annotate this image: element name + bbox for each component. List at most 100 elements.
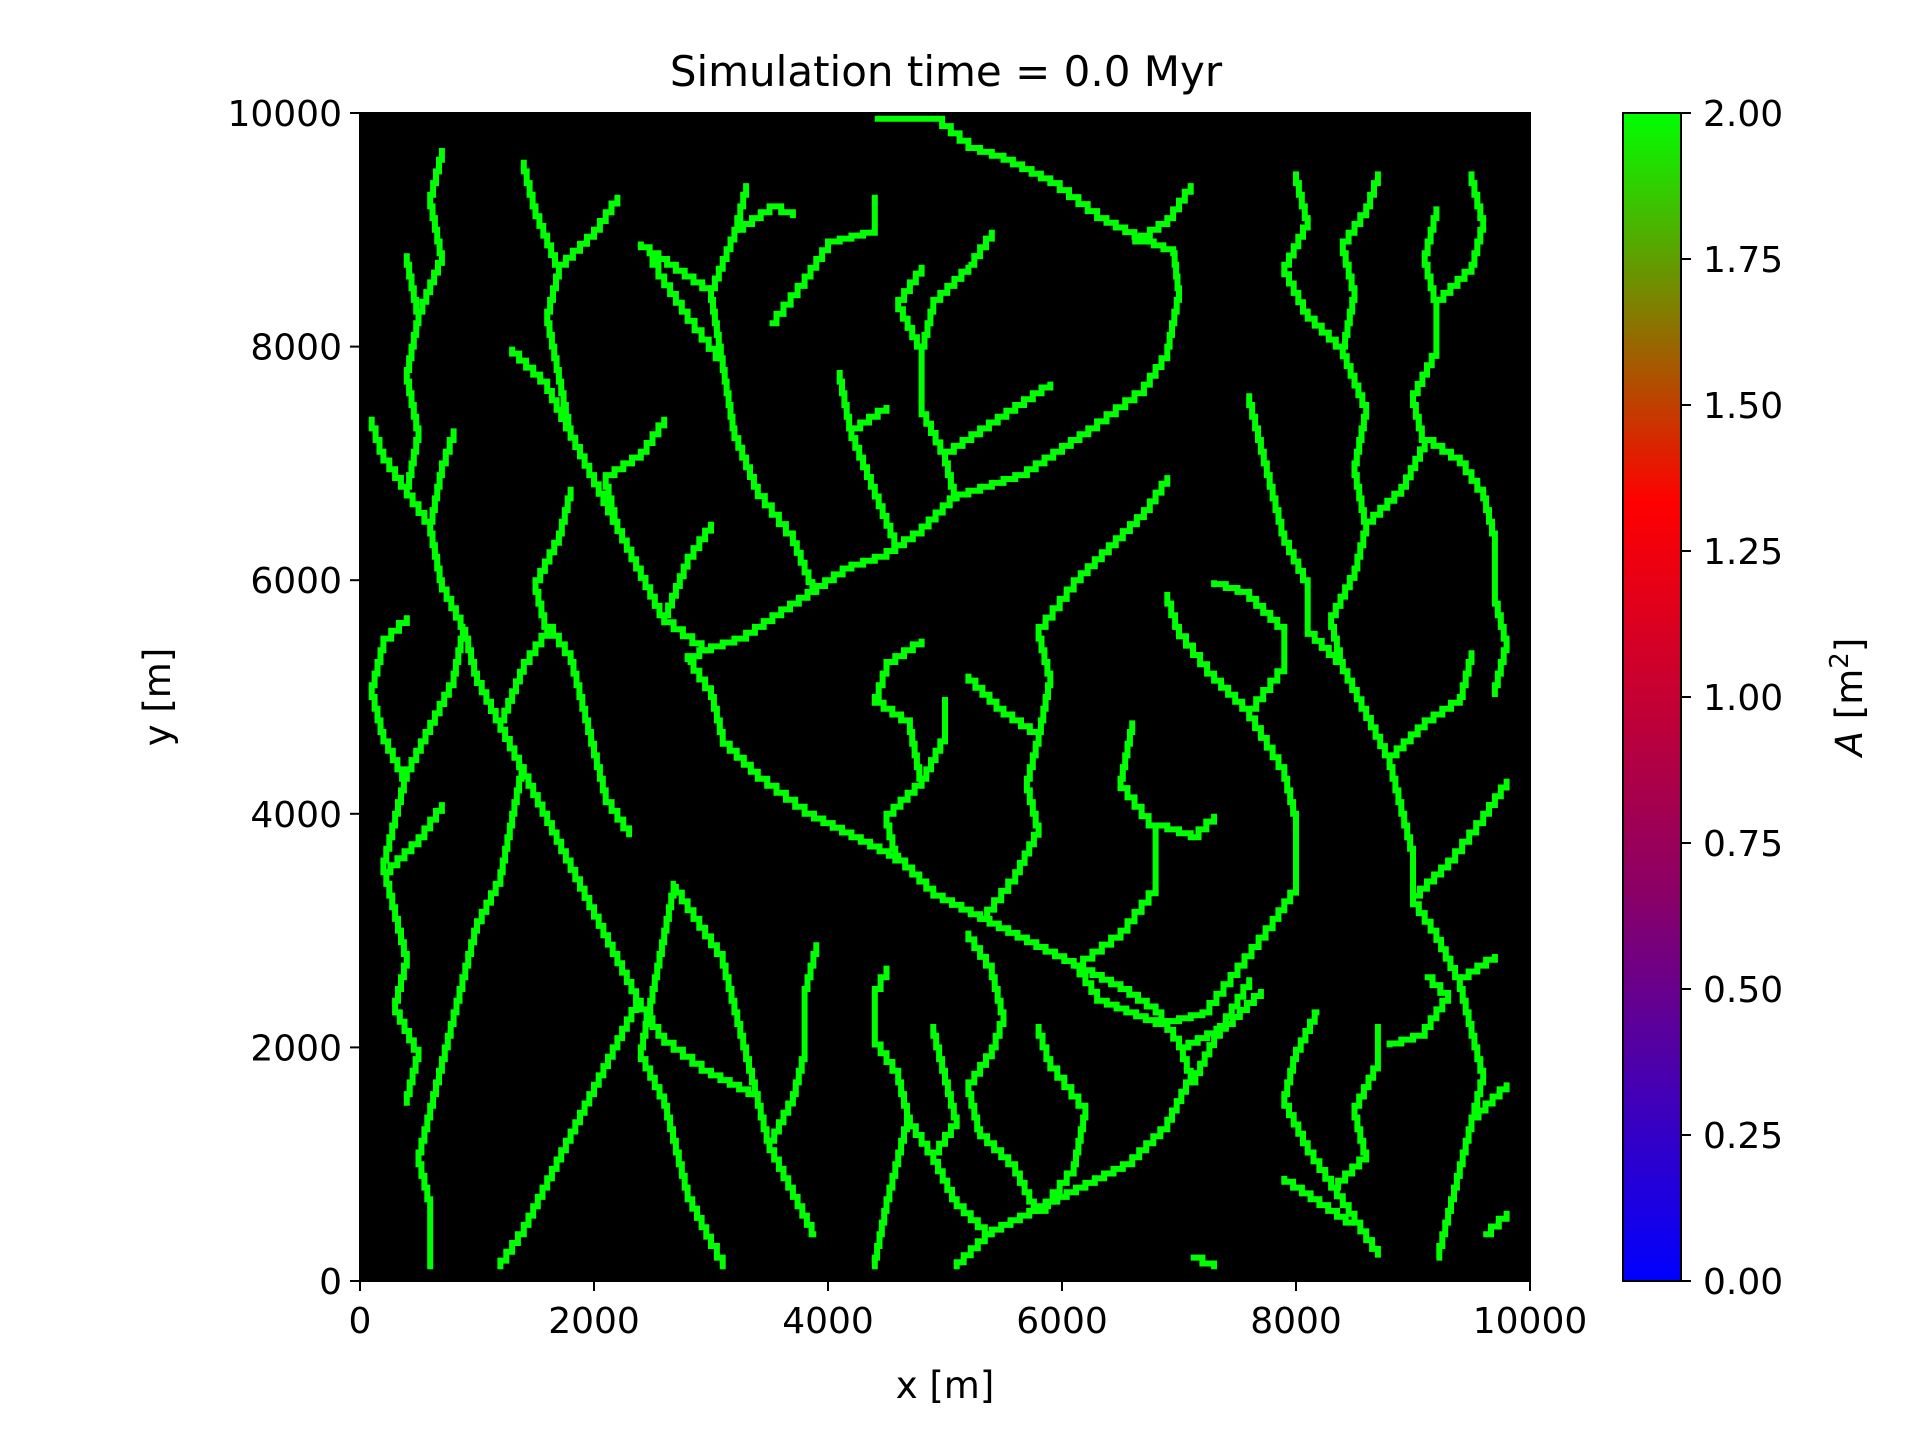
channel-9 bbox=[918, 264, 972, 502]
channel-13 bbox=[687, 659, 1194, 1270]
chart-title: Simulation time = 0.0 Myr bbox=[670, 47, 1223, 96]
channel-5 bbox=[649, 253, 723, 362]
y-tick-label-3: 6000 bbox=[250, 561, 342, 602]
colorbar-tick-label-3: 0.75 bbox=[1703, 824, 1783, 865]
channel-21 bbox=[980, 475, 1171, 922]
channel-28 bbox=[965, 930, 1039, 1214]
channel-16 bbox=[602, 416, 668, 525]
x-tick-label-4: 8000 bbox=[1250, 1301, 1342, 1342]
channel-62 bbox=[1386, 974, 1452, 1048]
y-axis-ticks: 0 2000 4000 6000 8000 10000 bbox=[227, 94, 360, 1303]
channel-41 bbox=[429, 428, 457, 525]
x-tick-label-3: 6000 bbox=[1016, 1301, 1108, 1342]
colorbar-tick-label-2: 0.50 bbox=[1703, 970, 1783, 1011]
colorbar: 0.00 0.25 0.50 0.75 1.00 1.25 1.50 1.75 2.00 A [… bbox=[1622, 94, 1871, 1303]
channel-15 bbox=[664, 521, 714, 619]
channel-49 bbox=[1281, 1009, 1381, 1258]
x-tick-label-1: 2000 bbox=[548, 1301, 640, 1342]
x-axis-ticks: 0 2000 4000 6000 8000 10000 bbox=[349, 1281, 1588, 1342]
colorbar-tick-label-5: 1.25 bbox=[1703, 532, 1783, 573]
y-tick-label-2: 4000 bbox=[250, 795, 342, 836]
channel-34 bbox=[769, 942, 820, 1144]
channel-8 bbox=[769, 194, 878, 327]
x-tick-label-0: 0 bbox=[349, 1301, 372, 1342]
channel-48 bbox=[1179, 989, 1264, 1051]
y-axis-label: y [m] bbox=[136, 648, 179, 747]
channel-11 bbox=[895, 264, 925, 350]
channel-24 bbox=[1155, 813, 1218, 841]
channel-18 bbox=[558, 194, 621, 268]
colorbar-tick-label-0: 0.00 bbox=[1703, 1262, 1783, 1303]
channel-57 bbox=[1246, 393, 1343, 665]
channel-20 bbox=[921, 697, 948, 782]
channel-35 bbox=[497, 997, 758, 1270]
channel-19 bbox=[871, 638, 925, 864]
channel-25 bbox=[1073, 591, 1299, 1027]
channel-45 bbox=[383, 802, 445, 876]
channel-64 bbox=[1483, 1210, 1510, 1238]
colorbar-ticks: 0.00 0.25 0.50 0.75 1.00 1.25 1.50 1.75 2.00 bbox=[1681, 94, 1783, 1303]
channel-33 bbox=[672, 883, 817, 1238]
channel-29 bbox=[1035, 1024, 1089, 1214]
channel-38 bbox=[500, 486, 574, 724]
colorbar-label-close: ] bbox=[1828, 638, 1871, 652]
channel-60 bbox=[1281, 171, 1343, 350]
channel-1 bbox=[1132, 183, 1194, 245]
x-axis-label: x [m] bbox=[896, 1364, 995, 1407]
colorbar-tick-label-7: 1.75 bbox=[1703, 240, 1783, 281]
channel-2 bbox=[836, 370, 899, 549]
channel-46 bbox=[368, 615, 410, 782]
colorbar-tick-label-8: 2.00 bbox=[1703, 94, 1783, 135]
y-tick-label-5: 10000 bbox=[227, 94, 342, 135]
channel-53 bbox=[1471, 1082, 1510, 1121]
channel-0 bbox=[684, 115, 1182, 662]
channel-7 bbox=[734, 203, 796, 233]
channel-17 bbox=[520, 159, 572, 432]
channel-44 bbox=[380, 623, 466, 1106]
channel-56 bbox=[1389, 650, 1475, 759]
drainage-network bbox=[368, 115, 1510, 1270]
channel-42 bbox=[403, 253, 422, 490]
channel-47 bbox=[637, 880, 726, 1270]
colorbar-gradient bbox=[1623, 113, 1681, 1281]
channel-14 bbox=[509, 346, 711, 654]
channel-26 bbox=[1211, 580, 1288, 712]
channel-61 bbox=[1436, 171, 1487, 303]
channel-6 bbox=[637, 241, 711, 292]
channel-54 bbox=[1459, 954, 1498, 981]
channel-63 bbox=[1190, 1254, 1218, 1270]
channel-32 bbox=[871, 1114, 910, 1270]
x-tick-label-5: 10000 bbox=[1473, 1301, 1588, 1342]
colorbar-label-unit: [m bbox=[1828, 669, 1871, 731]
channel-12 bbox=[968, 229, 995, 268]
channel-3 bbox=[851, 405, 890, 432]
colorbar-tick-label-6: 1.50 bbox=[1703, 386, 1783, 427]
x-tick-label-2: 4000 bbox=[782, 1301, 874, 1342]
plot-frame bbox=[359, 112, 1531, 1282]
channel-36 bbox=[462, 626, 641, 1004]
channel-27 bbox=[1190, 977, 1253, 1086]
channel-40 bbox=[368, 416, 466, 630]
channel-52 bbox=[1328, 171, 1487, 1261]
colorbar-label-superscript: 2 bbox=[1825, 652, 1855, 669]
channel-43 bbox=[418, 148, 445, 315]
channel-51 bbox=[1331, 1024, 1381, 1191]
y-tick-label-1: 2000 bbox=[250, 1028, 342, 1069]
y-tick-label-4: 8000 bbox=[250, 328, 342, 369]
channel-30 bbox=[871, 965, 992, 1238]
y-tick-label-0: 0 bbox=[319, 1262, 342, 1303]
colorbar-tick-label-4: 1.00 bbox=[1703, 678, 1783, 719]
channel-4 bbox=[708, 183, 817, 595]
colorbar-label-symbol: A bbox=[1828, 731, 1871, 758]
channel-10 bbox=[945, 381, 1054, 455]
channel-37 bbox=[415, 764, 525, 1270]
channel-55 bbox=[1413, 778, 1510, 899]
colorbar-tick-label-1: 0.25 bbox=[1703, 1116, 1783, 1157]
channel-50 bbox=[1281, 1175, 1355, 1226]
plot-area bbox=[359, 112, 1531, 1282]
colorbar-label: A [m2] bbox=[1825, 638, 1871, 759]
channel-22 bbox=[965, 673, 1039, 735]
channel-39 bbox=[547, 623, 633, 838]
